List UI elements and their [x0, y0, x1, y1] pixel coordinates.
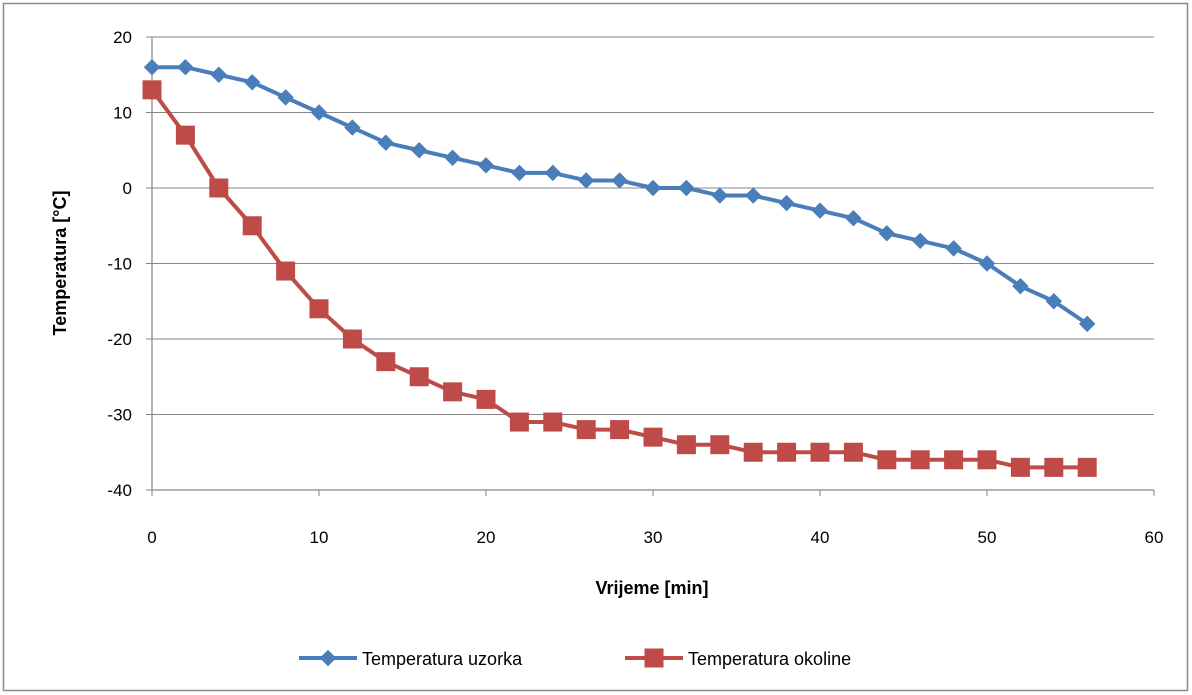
data-point	[1045, 293, 1063, 310]
legend: Temperatura uzorka Temperatura okoline	[299, 648, 851, 669]
data-point	[1010, 457, 1030, 477]
data-point	[743, 442, 763, 462]
data-point	[1078, 315, 1096, 333]
data-point	[811, 202, 829, 219]
data-point	[1044, 457, 1064, 477]
data-point	[243, 74, 261, 91]
data-point	[810, 442, 830, 462]
data-point	[209, 178, 229, 198]
data-point	[610, 420, 630, 440]
data-point	[443, 382, 463, 402]
x-tick-label: 40	[811, 528, 830, 547]
data-point	[611, 172, 628, 189]
data-point	[175, 125, 195, 145]
x-tick-label: 60	[1145, 528, 1164, 547]
data-point	[845, 209, 862, 227]
data-point	[509, 412, 529, 432]
x-tick-label: 10	[310, 528, 329, 547]
data-point	[710, 435, 730, 455]
data-point	[544, 164, 562, 182]
data-point	[711, 187, 729, 204]
data-point	[310, 104, 328, 121]
legend-item: Temperatura uzorka	[299, 649, 523, 669]
data-point	[1077, 457, 1097, 477]
data-point	[1012, 277, 1029, 295]
data-point	[276, 261, 296, 281]
data-point	[944, 450, 964, 470]
x-axis-title: Vrijeme [min]	[595, 578, 708, 598]
x-tick-label: 20	[477, 528, 496, 547]
y-tick-labels: 20 10 0 -10 -20 -30 -40	[107, 28, 132, 500]
data-point	[511, 164, 528, 182]
data-point	[210, 66, 228, 83]
data-point	[342, 329, 362, 349]
data-point	[644, 179, 662, 197]
data-point	[477, 157, 495, 174]
data-point	[376, 352, 396, 372]
data-point	[744, 187, 762, 204]
legend-item: Temperatura okoline	[625, 648, 851, 669]
data-point	[143, 58, 161, 76]
data-point	[409, 367, 429, 387]
data-point	[242, 216, 262, 236]
y-tick-label: -30	[107, 406, 132, 425]
data-point	[576, 420, 596, 440]
x-tick-label: 50	[978, 528, 997, 547]
y-tick-label: -40	[107, 481, 132, 500]
data-point	[444, 149, 461, 167]
data-point	[977, 450, 997, 470]
data-point	[543, 412, 563, 432]
x-tick-label: 30	[644, 528, 663, 547]
series	[142, 58, 1097, 477]
legend-marker	[644, 648, 664, 668]
data-point	[577, 172, 595, 189]
y-tick-label: 20	[113, 28, 132, 47]
x-tick-label: 0	[147, 528, 156, 547]
data-point	[277, 89, 294, 106]
data-point	[878, 225, 896, 242]
data-point	[476, 389, 496, 409]
data-point	[344, 119, 361, 136]
data-point	[877, 450, 897, 470]
axes	[146, 36, 1155, 496]
y-tick-label: 0	[123, 179, 132, 198]
data-point	[978, 255, 996, 272]
data-point	[643, 427, 663, 447]
data-point	[309, 299, 329, 319]
x-tick-labels: 0 10 20 30 40 50 60	[147, 528, 1163, 547]
legend-marker	[319, 649, 337, 667]
y-tick-label: -10	[107, 255, 132, 274]
data-point	[377, 134, 395, 151]
series-1	[142, 80, 1097, 477]
series-0	[143, 58, 1096, 333]
y-axis-title: Temperatura [°C]	[50, 191, 70, 336]
y-tick-label: 10	[113, 104, 132, 123]
data-point	[142, 80, 162, 100]
data-point	[410, 142, 428, 159]
data-point	[910, 450, 930, 470]
data-point	[678, 179, 695, 197]
data-point	[945, 240, 962, 257]
legend-label: Temperatura uzorka	[362, 649, 523, 669]
data-point	[777, 442, 797, 462]
data-point	[778, 194, 795, 212]
legend-label: Temperatura okoline	[688, 649, 851, 669]
data-point	[177, 58, 194, 76]
data-point	[843, 442, 863, 462]
y-tick-label: -20	[107, 330, 132, 349]
data-point	[911, 232, 929, 250]
data-point	[676, 435, 696, 455]
